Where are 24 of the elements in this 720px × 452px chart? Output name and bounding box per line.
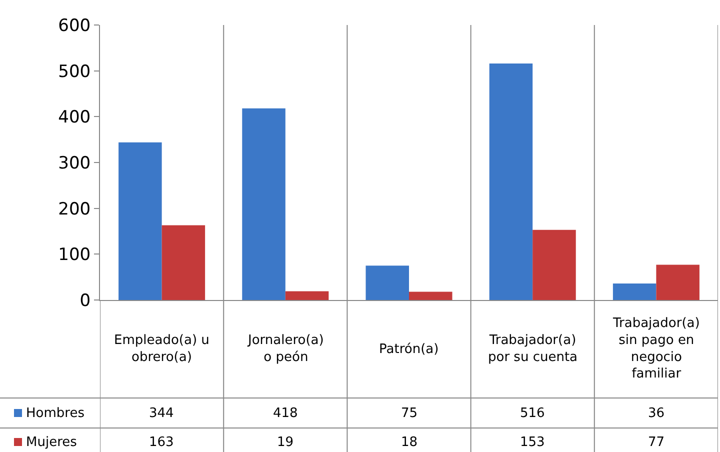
data-label: 516 <box>520 406 545 421</box>
x-tick-label: Patrón(a) <box>379 342 439 357</box>
data-label: 18 <box>401 435 418 450</box>
data-label: 153 <box>520 435 545 450</box>
data-label: 36 <box>648 406 665 421</box>
data-label: 418 <box>273 406 298 421</box>
data-label: 163 <box>149 435 174 450</box>
data-label: 75 <box>401 406 418 421</box>
y-tick-label: 200 <box>58 199 91 220</box>
y-tick-label: 600 <box>58 16 91 36</box>
data-label: 77 <box>648 435 665 450</box>
data-label: 344 <box>149 406 174 421</box>
y-tick-label: 300 <box>58 153 91 174</box>
legend-label: Mujeres <box>26 435 78 450</box>
x-tick-label: Trabajador(a) por su cuenta <box>488 333 578 365</box>
legend-label: Hombres <box>26 406 85 421</box>
y-tick-label: 400 <box>58 108 91 128</box>
x-tick-label: Trabajador(a) sin pago en negocio familiar <box>612 316 700 382</box>
x-tick-label: Empleado(a) u obrero(a) <box>114 333 210 365</box>
y-tick-label: 100 <box>58 245 91 266</box>
data-label: 19 <box>277 435 294 450</box>
y-tick-label: 0 <box>80 290 91 311</box>
y-tick-label: 500 <box>58 62 91 82</box>
x-tick-label: Jornalero(a) o peón <box>247 333 324 365</box>
